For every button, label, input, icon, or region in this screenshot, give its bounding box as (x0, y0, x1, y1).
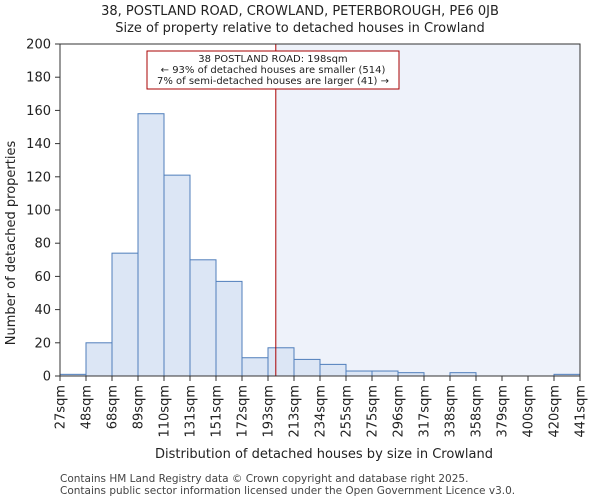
x-tick-label: 234sqm (314, 385, 329, 438)
y-tick-label: 80 (34, 237, 51, 252)
x-tick-label: 441sqm (574, 385, 589, 438)
x-tick-label: 296sqm (392, 385, 407, 438)
annotation-title: 38 POSTLAND ROAD: 198sqm (198, 54, 347, 65)
bar-151sqm (215, 280, 243, 377)
x-tick-label: 48sqm (80, 385, 95, 429)
annotation-box (146, 50, 400, 90)
y-tick-label: 40 (34, 303, 51, 318)
y-tick-label: 60 (34, 270, 51, 285)
y-axis-title: Number of detached properties (4, 141, 19, 346)
x-tick-label: 172sqm (236, 385, 251, 438)
x-tick-label: 151sqm (210, 385, 225, 438)
bar-48sqm (85, 342, 113, 377)
x-tick-label: 400sqm (522, 385, 537, 438)
y-tick-label: 120 (26, 170, 51, 185)
x-tick-label: 275sqm (366, 385, 381, 438)
footer-line1: Contains HM Land Registry data © Crown c… (60, 473, 468, 485)
x-tick-label: 131sqm (184, 385, 199, 438)
x-tick-label: 255sqm (340, 385, 355, 438)
x-tick-label: 420sqm (548, 385, 563, 438)
bar-89sqm (137, 113, 165, 377)
y-tick-label: 160 (26, 104, 51, 119)
x-axis-title: Distribution of detached houses by size … (155, 447, 493, 462)
x-tick-label: 213sqm (288, 385, 303, 438)
x-axis-ticks: 27sqm 48sqm 68sqm 89sqm 110sqm 131sqm 151sqm 17… (54, 376, 589, 438)
y-tick-label: 200 (26, 38, 51, 53)
x-tick-label: 110sqm (158, 385, 173, 438)
bar-213sqm (293, 358, 321, 377)
x-tick-label: 193sqm (262, 385, 277, 438)
x-tick-label: 89sqm (132, 385, 147, 429)
x-tick-label: 379sqm (496, 385, 511, 438)
bar-172sqm (241, 357, 269, 377)
bar-234sqm (319, 363, 347, 377)
chart-title-line2: Size of property relative to detached ho… (115, 21, 485, 36)
bar-68sqm (111, 252, 139, 377)
y-tick-label: 20 (34, 336, 51, 351)
footer-line2: Contains public sector information licen… (60, 485, 515, 497)
x-tick-label: 317sqm (418, 385, 433, 438)
chart-title-line1: 38, POSTLAND ROAD, CROWLAND, PETERBOROUG… (101, 4, 499, 19)
bar-110sqm (163, 174, 191, 377)
y-axis-ticks: 0 20 40 60 80 100 120 140 160 180 200 (26, 38, 60, 385)
x-tick-label: 338sqm (444, 385, 459, 438)
bar-193sqm (267, 347, 295, 377)
x-tick-label: 68sqm (106, 385, 121, 429)
bar-255sqm (345, 370, 373, 377)
bar-131sqm (189, 259, 217, 377)
y-tick-label: 140 (26, 137, 51, 152)
larger-properties-region (275, 44, 580, 376)
y-tick-label: 0 (43, 370, 51, 385)
marker-annotation: 38 POSTLAND ROAD: 198sqm ← 93% of detach… (146, 50, 400, 90)
x-tick-label: 358sqm (470, 385, 485, 438)
y-tick-label: 100 (26, 204, 51, 219)
bar-275sqm (371, 370, 399, 377)
y-tick-label: 180 (26, 71, 51, 86)
annotation-larger: 7% of semi-detached houses are larger (4… (157, 76, 389, 87)
bars-group (59, 113, 581, 377)
x-tick-label: 27sqm (54, 385, 69, 429)
annotation-smaller: ← 93% of detached houses are smaller (51… (161, 65, 386, 76)
